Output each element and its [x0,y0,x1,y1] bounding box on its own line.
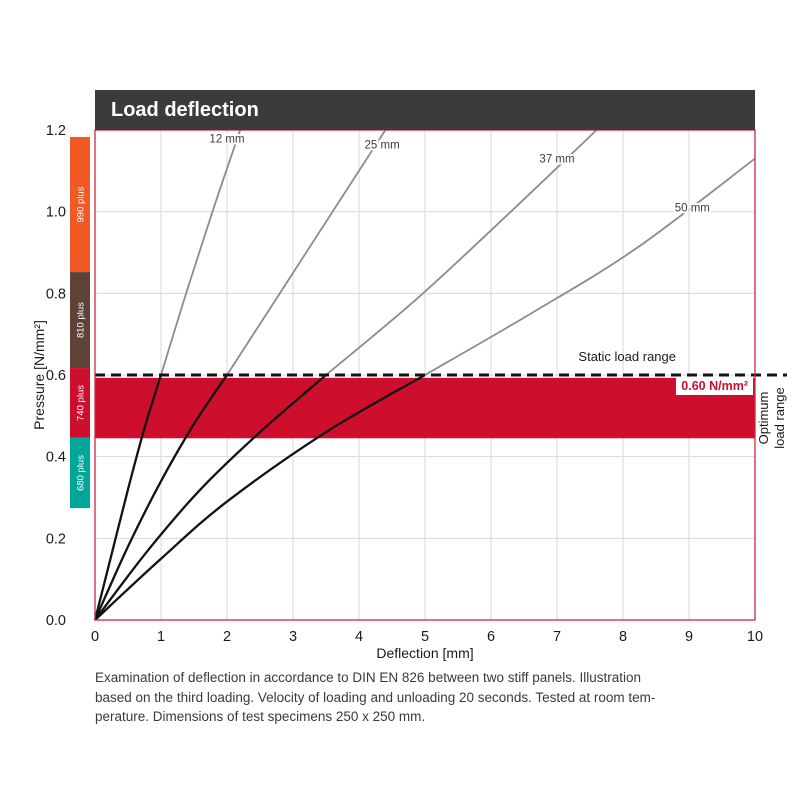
y-tick-label: 0.0 [46,613,66,629]
product-bar-segment-label: 810 plus [76,302,87,338]
y-axis-title: Pressure [N/mm²] [31,320,47,430]
curve-black-25-mm [93,374,228,621]
product-bar-segment [70,437,90,509]
x-tick-label: 2 [223,629,231,645]
product-bar-segment-label: 740 plus [76,385,87,421]
y-tick-label: 0.8 [46,286,66,302]
y-tick-label: 0.2 [46,531,66,547]
x-tick-label: 6 [487,629,495,645]
x-axis-title: Deflection [mm] [376,645,474,661]
curve-black-37-mm [94,374,327,621]
caption-line: perature. Dimensions of test specimens 2… [95,709,426,724]
curve-gray-25-mm [226,129,387,376]
caption-line: based on the third loading. Velocity of … [95,689,656,705]
product-bar-segment-label: 990 plus [76,186,87,222]
y-tick-label: 0.4 [46,450,66,466]
product-bar-segment [70,368,90,438]
plot-border [94,129,756,621]
y-tick-label: 0.6 [46,368,66,384]
y-tick-label: 1.0 [46,205,66,221]
curve-gray-12-mm [160,129,242,376]
caption: Examination of deflection in accordance … [95,668,735,727]
curve-gray-37-mm [325,129,598,376]
x-tick-label: 4 [355,629,363,645]
x-tick-label: 9 [685,629,693,645]
x-tick-label: 1 [157,629,165,645]
optimum-load-band [95,377,755,439]
curve-label-50-mm: 50 mm [675,203,710,215]
curve-label-37-mm: 37 mm [539,154,574,166]
x-tick-label: 3 [289,629,297,645]
product-bar-segment-label: 680 plus [76,455,87,491]
curve-black-50-mm [94,374,426,621]
curve-label-25-mm: 25 mm [365,139,400,151]
y-tick-label: 1.2 [46,123,66,139]
x-tick-label: 7 [553,629,561,645]
caption-line: Examination of deflection in accordance … [95,670,642,685]
chart-title: Load deflection [111,99,259,121]
x-tick-label: 8 [619,629,627,645]
x-tick-label: 0 [91,629,99,645]
static-load-value-badge: 0.60 N/mm² [676,377,753,395]
product-bar-segment [70,136,90,273]
x-tick-label: 10 [747,629,763,645]
product-bar-segment [70,272,90,369]
optimum-load-range-label-line1: Optimum [756,391,771,445]
optimum-load-range-label-line2: load range [772,387,787,449]
curve-black-12-mm [93,374,163,621]
curve-label-12-mm: 12 mm [209,133,244,145]
chart-title-bar: Load deflection [95,90,755,130]
curve-gray-50-mm [424,157,756,376]
static-load-range-label: Static load range [578,349,676,364]
x-tick-label: 5 [421,629,429,645]
